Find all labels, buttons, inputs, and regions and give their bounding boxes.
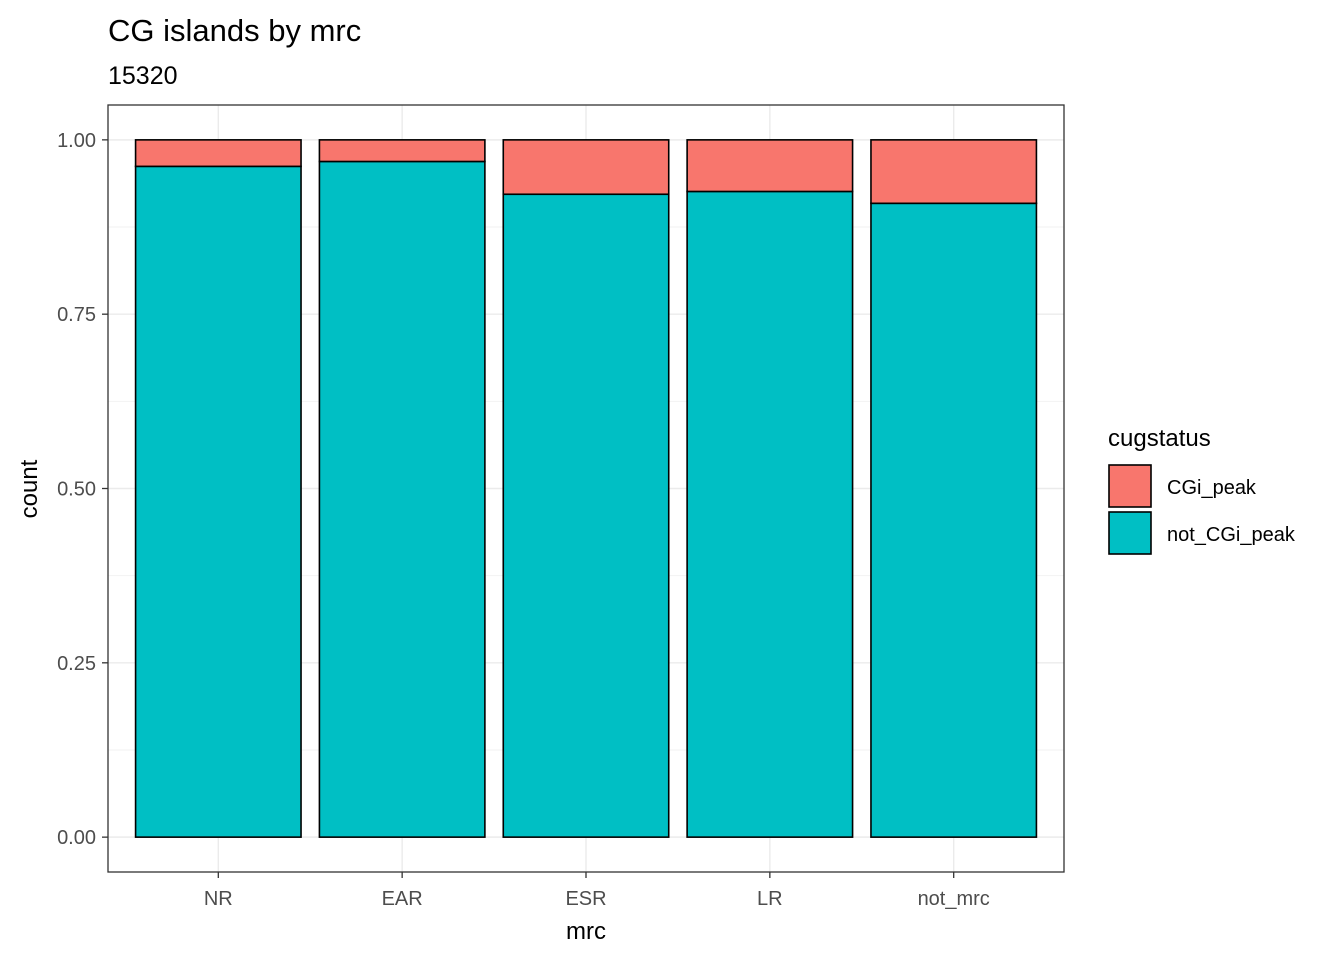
legend-label-CGi_peak: CGi_peak	[1167, 477, 1257, 499]
chart-subtitle: 15320	[108, 62, 178, 90]
x-tick-label: LR	[757, 888, 783, 910]
y-tick-label: 1.00	[57, 130, 96, 152]
bar-not_CGi_peak-not_mrc	[870, 202, 1038, 838]
y-tick-label: 0.50	[57, 479, 96, 501]
x-tick-label: ESR	[565, 888, 606, 910]
x-tick-label: not_mrc	[918, 888, 990, 910]
legend-label-not_CGi_peak: not_CGi_peak	[1167, 524, 1296, 546]
y-tick-label: 0.75	[57, 304, 96, 326]
bar-CGi_peak-EAR	[318, 139, 486, 163]
legend-key-not_CGi_peak	[1108, 511, 1152, 555]
x-tick-label: NR	[204, 888, 233, 910]
axis-layer: 0.00 0.25 0.50 0.75 1.00 NR EAR ESR LR not_mrc	[57, 130, 990, 910]
legend: cugstatus CGi_peak not_CGi_peak	[1108, 425, 1296, 555]
legend-key-CGi_peak	[1108, 464, 1152, 508]
chart-title: CG islands by mrc	[108, 13, 361, 48]
x-axis-title: mrc	[566, 918, 606, 945]
y-tick-label: 0.25	[57, 653, 96, 675]
legend-title: cugstatus	[1108, 425, 1211, 452]
bar-not_CGi_peak-NR	[134, 165, 302, 838]
bar-not_CGi_peak-ESR	[502, 193, 670, 838]
y-tick-label: 0.00	[57, 827, 96, 849]
bar-CGi_peak-LR	[686, 139, 854, 193]
bar-layer	[134, 139, 1038, 838]
bar-CGi_peak-ESR	[502, 139, 670, 196]
bar-not_CGi_peak-EAR	[318, 160, 486, 838]
x-tick-label: EAR	[382, 888, 423, 910]
bar-not_CGi_peak-LR	[686, 190, 854, 838]
bar-CGi_peak-NR	[134, 139, 302, 168]
bar-CGi_peak-not_mrc	[870, 139, 1038, 205]
y-axis-title: count	[16, 459, 43, 518]
